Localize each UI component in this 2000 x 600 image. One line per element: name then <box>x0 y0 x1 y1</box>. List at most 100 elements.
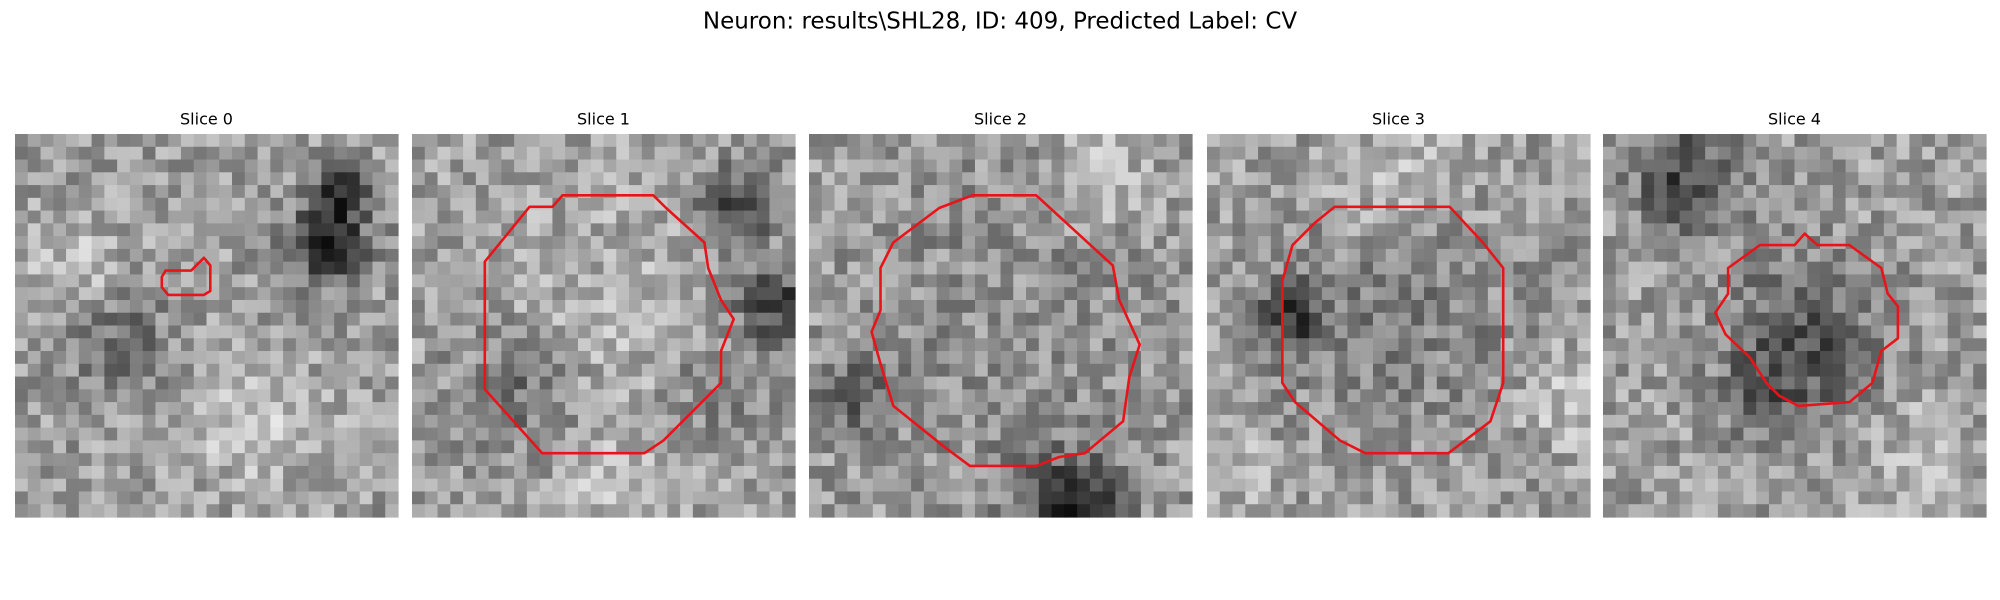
pixel <box>962 465 976 480</box>
pixel <box>1038 236 1053 250</box>
pixel <box>526 402 541 416</box>
pixel <box>385 453 399 467</box>
pixel <box>565 159 579 173</box>
pixel <box>616 376 630 390</box>
pixel <box>270 134 284 148</box>
pixel <box>629 478 643 493</box>
pixel <box>1781 210 1796 224</box>
pixel <box>1794 185 1808 199</box>
pixel <box>821 491 836 505</box>
pixel <box>1411 338 1425 352</box>
pixel <box>923 453 938 467</box>
pixel <box>1449 325 1463 339</box>
pixel <box>1641 376 1655 390</box>
pixel <box>1922 210 1936 224</box>
pixel <box>346 172 361 186</box>
pixel <box>40 236 54 250</box>
pixel <box>450 325 464 339</box>
pixel <box>936 134 951 148</box>
pixel <box>1654 312 1668 327</box>
pixel <box>705 299 719 314</box>
pixel <box>1051 504 1065 518</box>
pixel <box>1654 440 1668 454</box>
pixel <box>847 363 861 378</box>
pixel <box>1500 453 1514 467</box>
pixel <box>372 274 386 288</box>
pixel <box>117 427 131 441</box>
pixel <box>1411 210 1425 224</box>
pixel <box>193 236 208 250</box>
pixel <box>654 146 668 161</box>
pixel <box>91 299 105 314</box>
pixel <box>129 453 144 467</box>
pixel <box>809 172 823 186</box>
pixel <box>244 478 259 493</box>
pixel <box>1641 159 1655 173</box>
pixel <box>463 465 477 480</box>
pixel <box>962 159 976 173</box>
pixel <box>1102 312 1116 327</box>
pixel <box>372 312 386 327</box>
pixel <box>1922 478 1936 493</box>
pixel <box>949 223 963 237</box>
pixel <box>949 504 963 518</box>
pixel <box>1309 159 1323 173</box>
pixel <box>692 440 707 454</box>
pixel <box>1807 465 1821 480</box>
pixel <box>1140 185 1155 199</box>
pixel <box>1960 172 1974 186</box>
pixel <box>1794 146 1808 161</box>
pixel <box>1820 185 1834 199</box>
pixel <box>847 210 861 224</box>
pixel <box>526 172 541 186</box>
pixel <box>1102 159 1116 173</box>
pixel <box>1960 312 1974 327</box>
pixel <box>1615 465 1630 480</box>
pixel <box>1219 453 1234 467</box>
pixel <box>270 363 284 378</box>
pixel <box>514 146 528 161</box>
pixel <box>129 185 144 199</box>
pixel <box>78 363 93 378</box>
pixel <box>769 261 783 276</box>
pixel <box>1166 491 1180 505</box>
pixel <box>1807 223 1821 237</box>
pixel <box>974 465 989 480</box>
pixel <box>346 504 361 518</box>
pixel <box>1756 223 1770 237</box>
pixel <box>936 185 951 199</box>
pixel <box>552 261 566 276</box>
pixel <box>1436 261 1451 276</box>
pixel <box>923 440 938 454</box>
pixel <box>552 453 566 467</box>
pixel <box>1153 146 1168 161</box>
pixel <box>1845 261 1859 276</box>
pixel <box>616 389 630 403</box>
pixel <box>1564 274 1578 288</box>
pixel <box>1449 274 1463 288</box>
pixel <box>616 363 630 378</box>
pixel <box>911 159 925 173</box>
panel-title: Slice 0 <box>180 110 233 129</box>
pixel <box>1296 210 1310 224</box>
pixel <box>450 440 464 454</box>
pixel <box>1526 478 1540 493</box>
pixel <box>117 402 131 416</box>
pixel <box>692 491 707 505</box>
pixel <box>193 185 208 199</box>
pixel <box>1245 440 1259 454</box>
pixel <box>27 363 42 378</box>
pixel <box>1436 376 1451 390</box>
pixel <box>539 414 554 429</box>
pixel <box>821 197 836 212</box>
pixel <box>911 312 925 327</box>
pixel <box>1398 338 1412 352</box>
pixel <box>654 261 668 276</box>
pixel <box>565 197 579 212</box>
pixel <box>1424 491 1438 505</box>
pixel <box>526 414 541 429</box>
pixel <box>923 351 938 365</box>
pixel <box>629 159 643 173</box>
pixel <box>450 197 464 212</box>
pixel <box>1743 338 1757 352</box>
